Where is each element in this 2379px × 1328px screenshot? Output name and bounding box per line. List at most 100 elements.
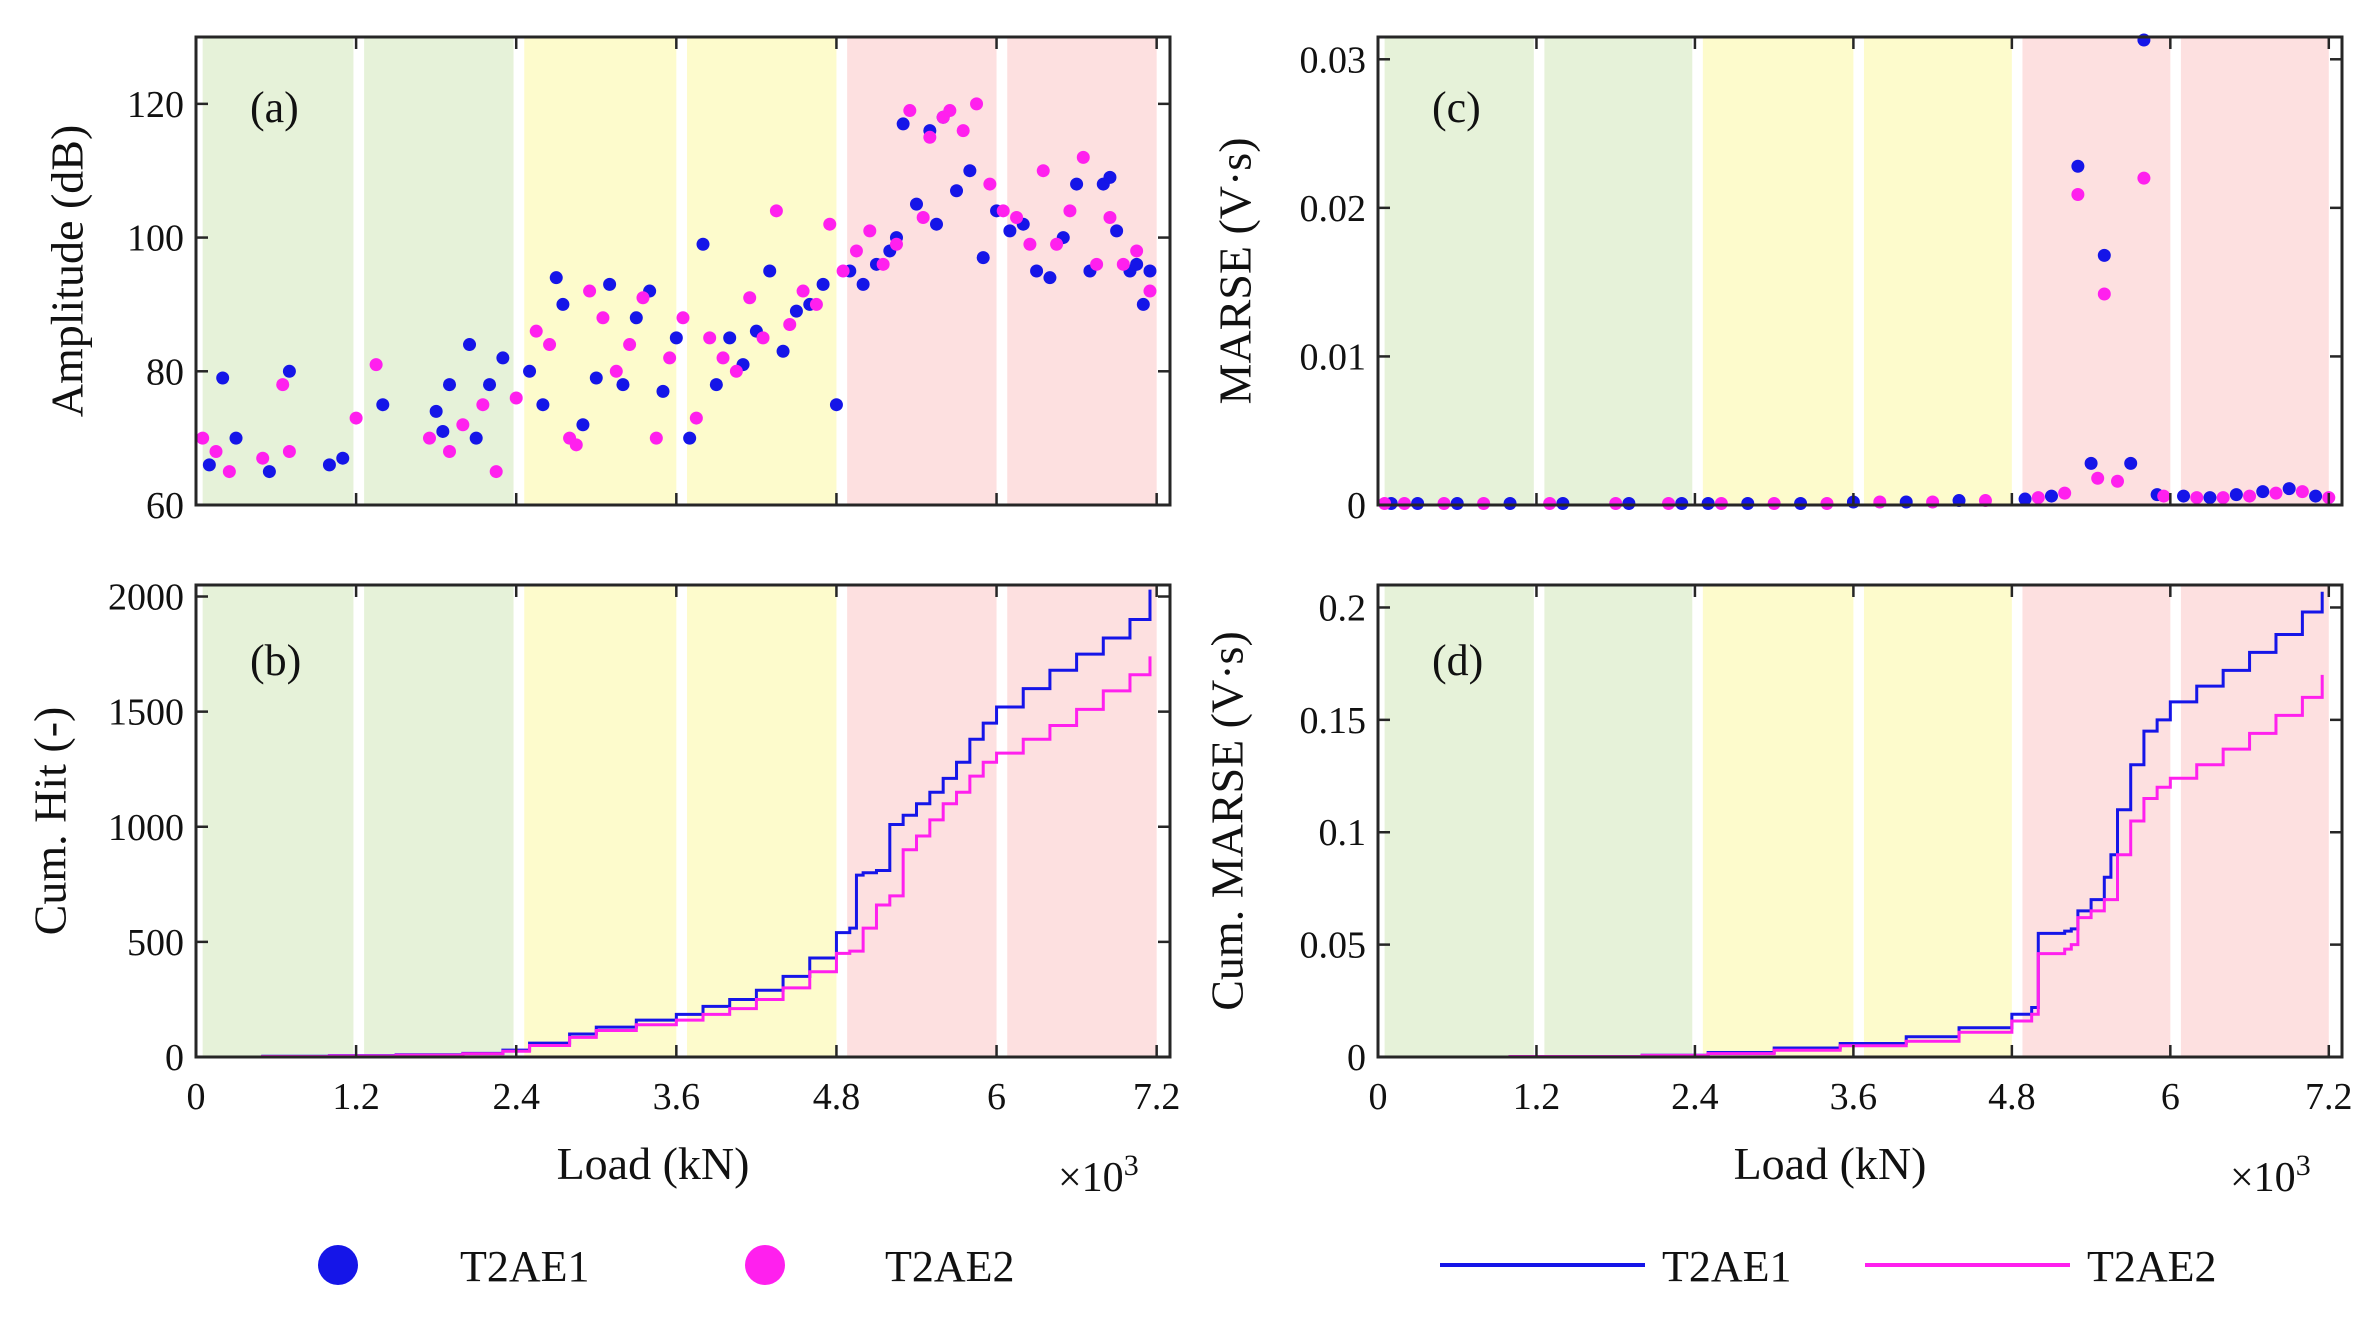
shaded-band: [1384, 585, 1534, 1057]
scatter-point: [669, 331, 683, 345]
scatter-point: [809, 297, 823, 311]
panel-c-marse: 0 0.01 0.02 0.03 (c) MARSE (V·s): [1210, 33, 2344, 527]
shaded-band: [2180, 37, 2329, 505]
scatter-point: [649, 431, 663, 445]
scatter-point: [1899, 495, 1913, 509]
panel-c-ylabel: MARSE (V·s): [1210, 137, 1261, 404]
scatter-point: [2097, 287, 2111, 301]
scatter-point: [2269, 486, 2283, 500]
scatter-point: [656, 384, 670, 398]
scatter-point: [816, 277, 830, 291]
scatter-point: [829, 398, 843, 412]
legend-label-line-t2ae2: T2AE2: [2087, 1242, 2217, 1291]
scatter-point: [1036, 164, 1050, 178]
scatter-point: [2282, 482, 2296, 496]
scatter-point: [509, 391, 523, 405]
scatter-point: [429, 404, 443, 418]
scatter-point: [256, 451, 270, 465]
y-tick-label: 120: [127, 84, 184, 126]
x-tick-label: 3.6: [653, 1076, 701, 1118]
scatter-point: [456, 418, 470, 432]
panel-b-label: (b): [250, 636, 301, 685]
scatter-point: [2084, 456, 2098, 470]
series-line: [1378, 674, 2324, 1059]
scatter-point: [783, 317, 797, 331]
series-line: [196, 656, 1152, 1059]
scatter-point: [1873, 495, 1887, 509]
scatter-point: [976, 251, 990, 265]
scatter-point: [2229, 488, 2243, 502]
scatter-point: [763, 264, 777, 278]
y-tick-label: 0.03: [1300, 39, 1367, 81]
scatter-point: [483, 378, 497, 392]
scatter-point: [1926, 495, 1940, 509]
shaded-band: [1863, 585, 2012, 1057]
scatter-point: [756, 331, 770, 345]
x-tick-label: 1.2: [1513, 1076, 1561, 1118]
scatter-point: [696, 237, 710, 251]
scatter-point: [1136, 297, 1150, 311]
scatter-point: [1030, 264, 1044, 278]
legend-label-line-t2ae1: T2AE1: [1662, 1242, 1792, 1291]
scatter-point: [703, 331, 717, 345]
shaded-band: [1702, 585, 1854, 1057]
scatter-point: [2058, 486, 2072, 500]
x-tick-label: 2.4: [492, 1076, 540, 1118]
y-tick-label: 60: [146, 485, 184, 527]
shaded-band: [1702, 37, 1854, 505]
scatter-point: [1050, 237, 1064, 251]
y-tick-label: 0: [1347, 485, 1366, 527]
scatter-point: [549, 271, 563, 285]
x-tick-label: 7.2: [2305, 1076, 2353, 1118]
y-tick-label: 0.05: [1300, 925, 1367, 967]
scatter-point: [2137, 171, 2151, 185]
scatter-point: [909, 197, 923, 211]
scatter-point: [469, 431, 483, 445]
scatter-point: [709, 378, 723, 392]
legend-marker-t2ae1: [318, 1245, 358, 1285]
scatter-point: [436, 424, 450, 438]
scatter-point: [2124, 456, 2138, 470]
scatter-point: [676, 311, 690, 325]
scatter-point: [576, 418, 590, 432]
scatter-point: [376, 398, 390, 412]
scatter-point: [336, 451, 350, 465]
scatter-point: [2295, 485, 2309, 499]
scatter-point: [2243, 489, 2257, 503]
scatter-point: [229, 431, 243, 445]
shaded-band: [202, 585, 354, 1057]
scatter-point: [1023, 237, 1037, 251]
scatter-point: [1143, 284, 1157, 298]
shaded-band: [2022, 37, 2171, 505]
scatter-point: [596, 311, 610, 325]
panel-b-frame: [194, 583, 1172, 1059]
scatter-point: [589, 371, 603, 385]
scatter-point: [896, 117, 910, 131]
scatter-point: [523, 364, 537, 378]
shaded-band: [2180, 585, 2329, 1057]
scatter-point: [2044, 489, 2058, 503]
scatter-point: [1076, 150, 1090, 164]
y-tick-label: 0.01: [1300, 336, 1367, 378]
x-tick-label: 4.8: [813, 1076, 861, 1118]
y-tick-label: 0: [165, 1037, 184, 1079]
scatter-point: [349, 411, 363, 425]
scatter-point: [222, 465, 236, 479]
scatter-point: [529, 324, 543, 338]
shaded-band: [1544, 37, 1693, 505]
x-tick-label: 3.6: [1830, 1076, 1878, 1118]
scatter-point: [629, 311, 643, 325]
shaded-band: [364, 585, 514, 1057]
x-tick-label: 1.2: [332, 1076, 380, 1118]
scatter-point: [903, 104, 917, 118]
y-tick-label: 80: [146, 351, 184, 393]
shaded-band: [2022, 585, 2171, 1057]
scatter-point: [489, 465, 503, 479]
scatter-point: [463, 338, 477, 352]
scatter-point: [216, 371, 230, 385]
y-tick-label: 0.02: [1300, 188, 1367, 230]
scatter-point: [1090, 257, 1104, 271]
scatter-point: [369, 358, 383, 372]
y-tick-label: 2000: [108, 577, 184, 619]
shaded-band: [687, 585, 837, 1057]
